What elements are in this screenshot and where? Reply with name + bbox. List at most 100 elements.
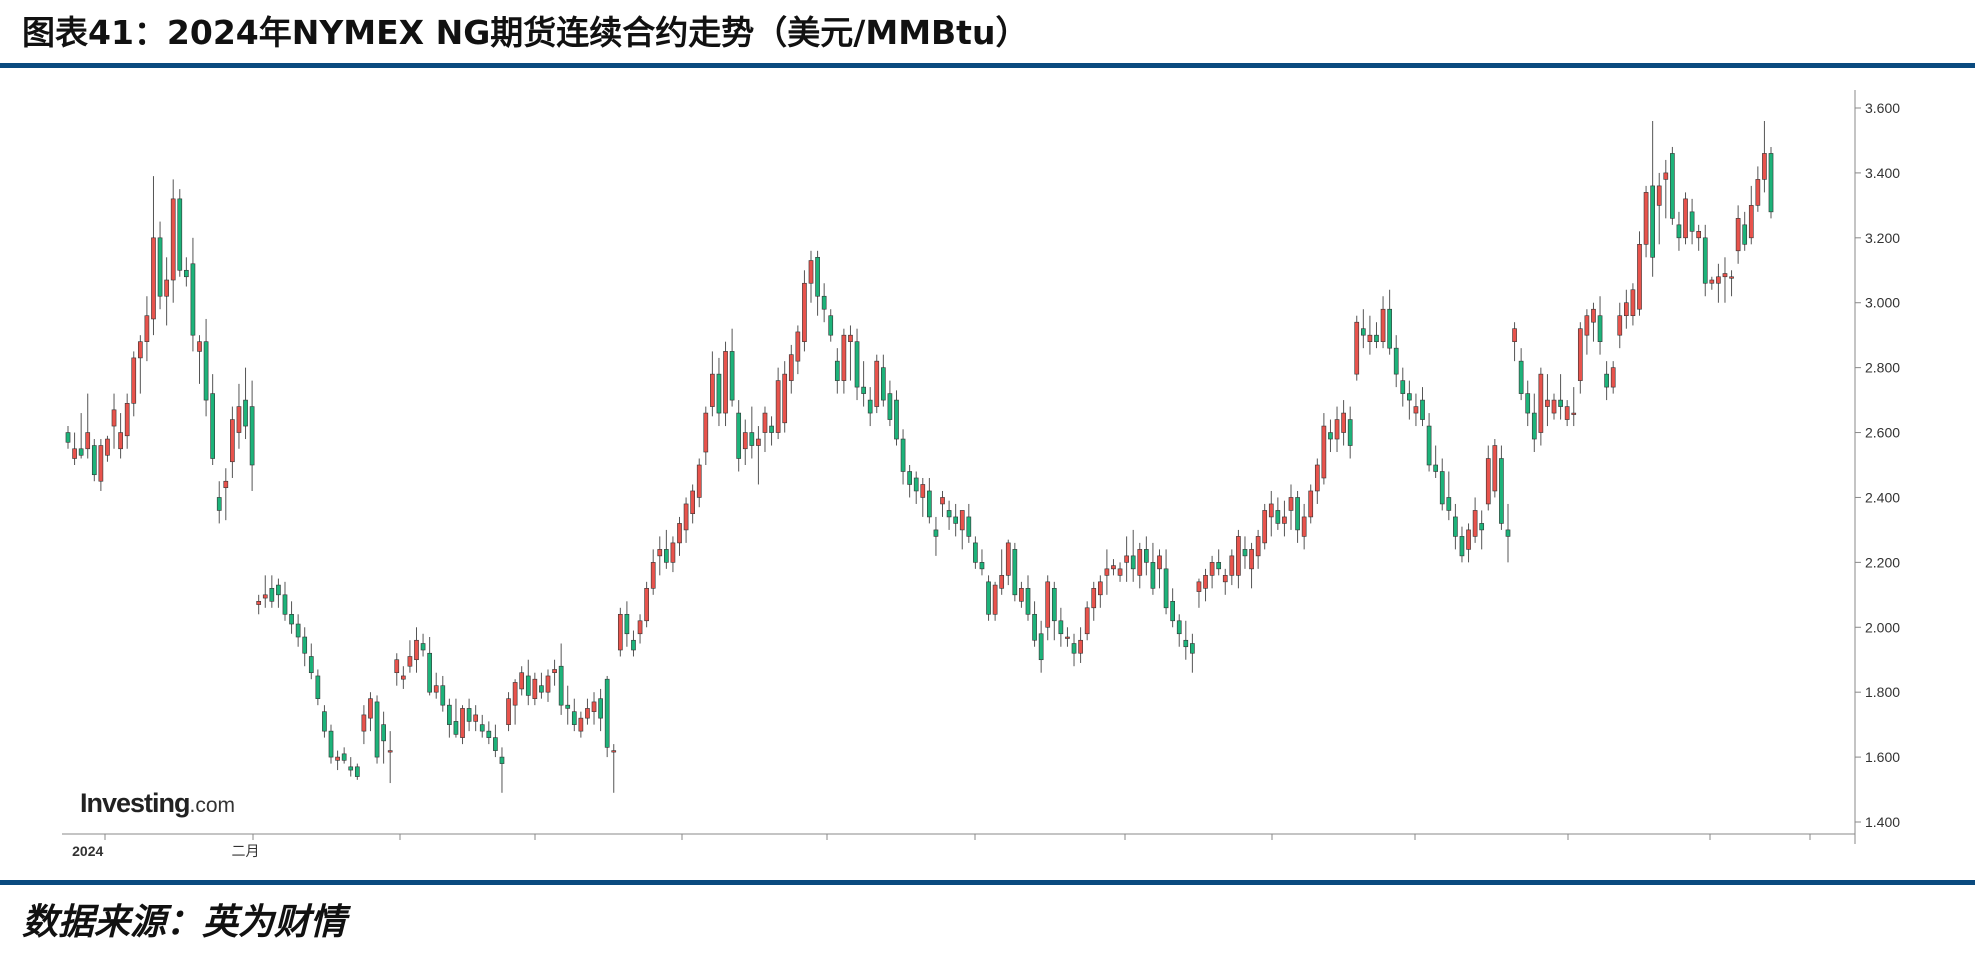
candle bbox=[236, 383, 242, 449]
candle bbox=[1604, 361, 1609, 401]
investing-watermark: Investing.com bbox=[80, 788, 235, 819]
candle-body bbox=[295, 623, 301, 638]
candle bbox=[361, 705, 367, 745]
candle bbox=[1308, 484, 1314, 524]
candle bbox=[328, 724, 334, 764]
candle-body bbox=[1551, 399, 1557, 414]
candle bbox=[585, 698, 590, 725]
candle bbox=[184, 257, 189, 287]
candle bbox=[124, 393, 130, 449]
candle bbox=[177, 189, 183, 277]
candle bbox=[1268, 490, 1274, 537]
candle-body bbox=[973, 542, 978, 563]
candle bbox=[78, 413, 84, 459]
candle-body bbox=[880, 367, 886, 401]
candle bbox=[401, 666, 406, 689]
candle-body bbox=[216, 497, 222, 511]
candle-body bbox=[499, 756, 505, 764]
candle bbox=[282, 581, 288, 621]
candle bbox=[1597, 296, 1603, 355]
candle bbox=[1531, 393, 1537, 453]
candle bbox=[223, 468, 229, 521]
candle-body bbox=[282, 594, 288, 615]
axes-layer: 3.600 3.400 3.200 3.000 2.800 2.600 2.400 2.200… bbox=[62, 90, 1900, 859]
candle-body bbox=[308, 656, 314, 674]
candle-body bbox=[262, 594, 268, 599]
candle-body bbox=[243, 399, 248, 427]
y-tick-label: 3.600 bbox=[1865, 100, 1900, 116]
candle bbox=[170, 179, 176, 303]
candle-body bbox=[848, 334, 853, 342]
candle bbox=[953, 503, 959, 537]
candle bbox=[650, 549, 656, 595]
candle bbox=[1650, 120, 1655, 277]
candle-body bbox=[1670, 153, 1675, 219]
candle bbox=[631, 630, 636, 657]
candle bbox=[1459, 526, 1465, 563]
candle bbox=[1176, 614, 1182, 647]
candle-body bbox=[1150, 562, 1156, 589]
candle bbox=[381, 711, 386, 764]
candle-body bbox=[1512, 328, 1517, 342]
candle bbox=[1393, 335, 1399, 388]
candle-body bbox=[249, 406, 255, 466]
candle-body bbox=[539, 685, 544, 693]
candle-body bbox=[795, 331, 801, 362]
candle-body bbox=[591, 701, 597, 712]
candle bbox=[729, 328, 735, 407]
candle bbox=[420, 633, 426, 657]
candle-body bbox=[1295, 497, 1300, 531]
candle-body bbox=[1176, 620, 1182, 635]
candle-body bbox=[1328, 432, 1333, 440]
candle bbox=[723, 341, 728, 427]
candle bbox=[558, 643, 564, 715]
candle-body bbox=[1683, 198, 1688, 239]
candle-body bbox=[1577, 328, 1583, 381]
candle bbox=[289, 601, 294, 634]
candle bbox=[815, 250, 820, 316]
candle bbox=[808, 250, 814, 303]
candle bbox=[1374, 322, 1379, 349]
candle-body bbox=[525, 675, 531, 696]
candle bbox=[920, 477, 926, 517]
candle-body bbox=[775, 380, 781, 433]
candle-body bbox=[78, 448, 84, 456]
candle-body bbox=[742, 432, 748, 450]
candle-body bbox=[1104, 568, 1110, 576]
candle-body bbox=[710, 373, 715, 407]
candle-body bbox=[1604, 373, 1609, 388]
candle bbox=[1065, 627, 1070, 647]
candle bbox=[1696, 224, 1702, 251]
watermark-brand: Investing bbox=[80, 788, 191, 818]
candle bbox=[598, 688, 603, 732]
candle-body bbox=[1722, 273, 1728, 278]
candle-body bbox=[578, 717, 584, 732]
candle-body bbox=[979, 562, 985, 570]
candle-body bbox=[637, 620, 643, 635]
candle bbox=[677, 516, 682, 556]
candle bbox=[637, 614, 643, 644]
candle-body bbox=[703, 412, 709, 453]
source-note: 数据来源：英为财情 bbox=[22, 902, 347, 943]
candle-body bbox=[1663, 172, 1669, 180]
candle bbox=[1012, 542, 1018, 602]
candle-body bbox=[788, 354, 794, 381]
candle bbox=[703, 406, 709, 465]
candle-body bbox=[1130, 555, 1136, 570]
candle bbox=[1466, 523, 1471, 563]
candle-body bbox=[1005, 542, 1011, 576]
candle-body bbox=[650, 562, 656, 589]
candle-body bbox=[1275, 510, 1281, 524]
candle-body bbox=[387, 750, 393, 753]
candle-body bbox=[1387, 308, 1392, 349]
candle bbox=[1479, 510, 1485, 550]
candle bbox=[1124, 536, 1129, 582]
candle bbox=[506, 692, 511, 732]
candle bbox=[1446, 471, 1452, 521]
candle-body bbox=[1051, 588, 1057, 622]
candle bbox=[1433, 445, 1438, 478]
candle bbox=[322, 705, 327, 738]
candle-body bbox=[664, 549, 669, 563]
y-tick-label: 2.200 bbox=[1865, 554, 1900, 570]
candle-body bbox=[677, 523, 682, 544]
